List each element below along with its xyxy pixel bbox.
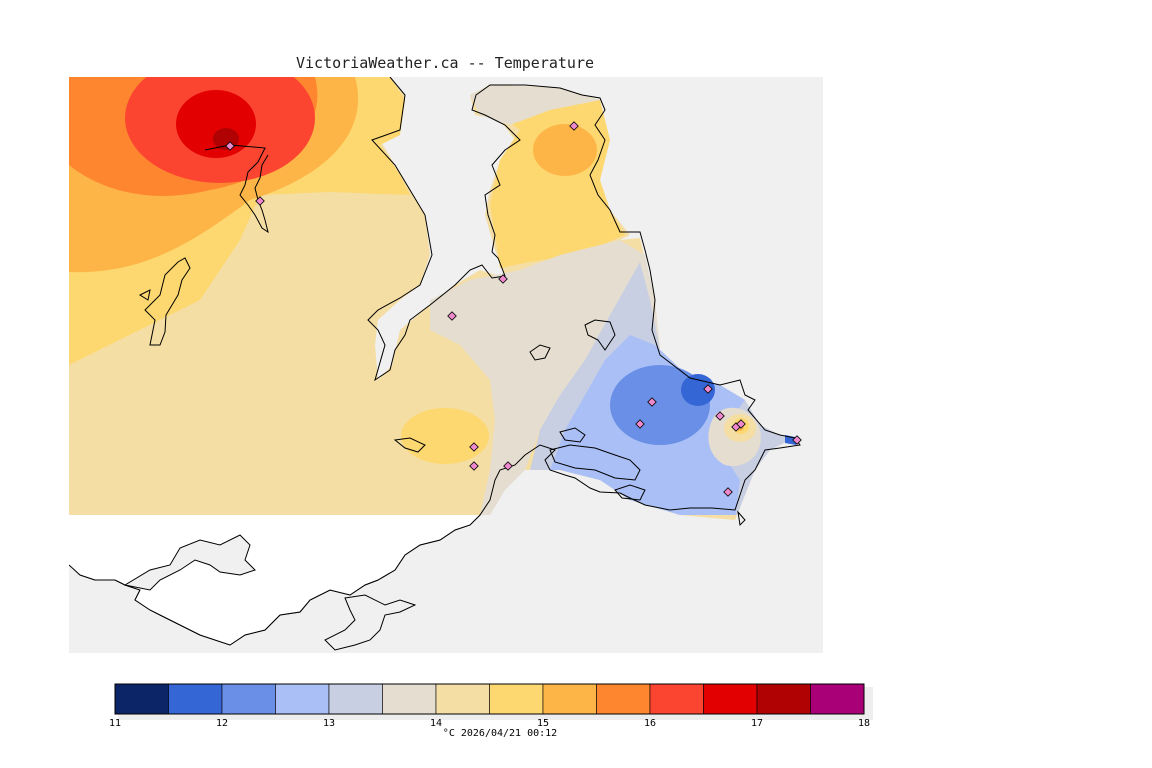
legend-tick-label: 12: [216, 718, 228, 729]
legend-band: [489, 683, 544, 715]
station-marker[interactable]: [469, 461, 479, 471]
no-data-land: [69, 514, 481, 646]
station-markers[interactable]: [225, 121, 802, 497]
station-marker[interactable]: [647, 397, 657, 407]
station-marker[interactable]: [469, 442, 479, 452]
legend-band: [810, 683, 865, 715]
legend-tick-label: 18: [858, 718, 870, 729]
legend-band: [756, 683, 811, 715]
legend-band: [168, 683, 223, 715]
temperature-field: [69, 77, 800, 520]
legend-band: [703, 683, 758, 715]
legend-tick-label: 17: [751, 718, 763, 729]
station-marker[interactable]: [736, 419, 746, 429]
legend-band: [275, 683, 330, 715]
station-marker[interactable]: [635, 419, 645, 429]
legend-tick-label: 11: [109, 718, 121, 729]
legend-tick-label: 13: [323, 718, 335, 729]
station-marker[interactable]: [569, 121, 579, 131]
legend-band: [542, 683, 597, 715]
legend-band: [649, 683, 704, 715]
legend-caption: °C 2026/04/21 00:12: [442, 728, 558, 739]
station-marker[interactable]: [255, 196, 265, 206]
legend-band: [435, 683, 490, 715]
station-marker[interactable]: [447, 311, 457, 321]
legend-band: [221, 683, 276, 715]
map-title: VictoriaWeather.ca -- Temperature: [295, 54, 594, 72]
station-marker[interactable]: [498, 274, 508, 284]
station-marker[interactable]: [792, 435, 802, 445]
station-marker[interactable]: [503, 461, 513, 471]
legend-tick-label: 14: [430, 718, 442, 729]
legend-tick-label: 15: [537, 718, 549, 729]
station-marker[interactable]: [715, 411, 725, 421]
legend-band: [328, 683, 383, 715]
station-marker[interactable]: [703, 384, 713, 394]
legend-band: [114, 683, 169, 715]
legend-band: [382, 683, 437, 715]
legend-band: [596, 683, 651, 715]
legend-tick-label: 16: [644, 718, 656, 729]
station-marker[interactable]: [723, 487, 733, 497]
legend-frame: [114, 683, 865, 715]
station-marker[interactable]: [225, 141, 235, 151]
